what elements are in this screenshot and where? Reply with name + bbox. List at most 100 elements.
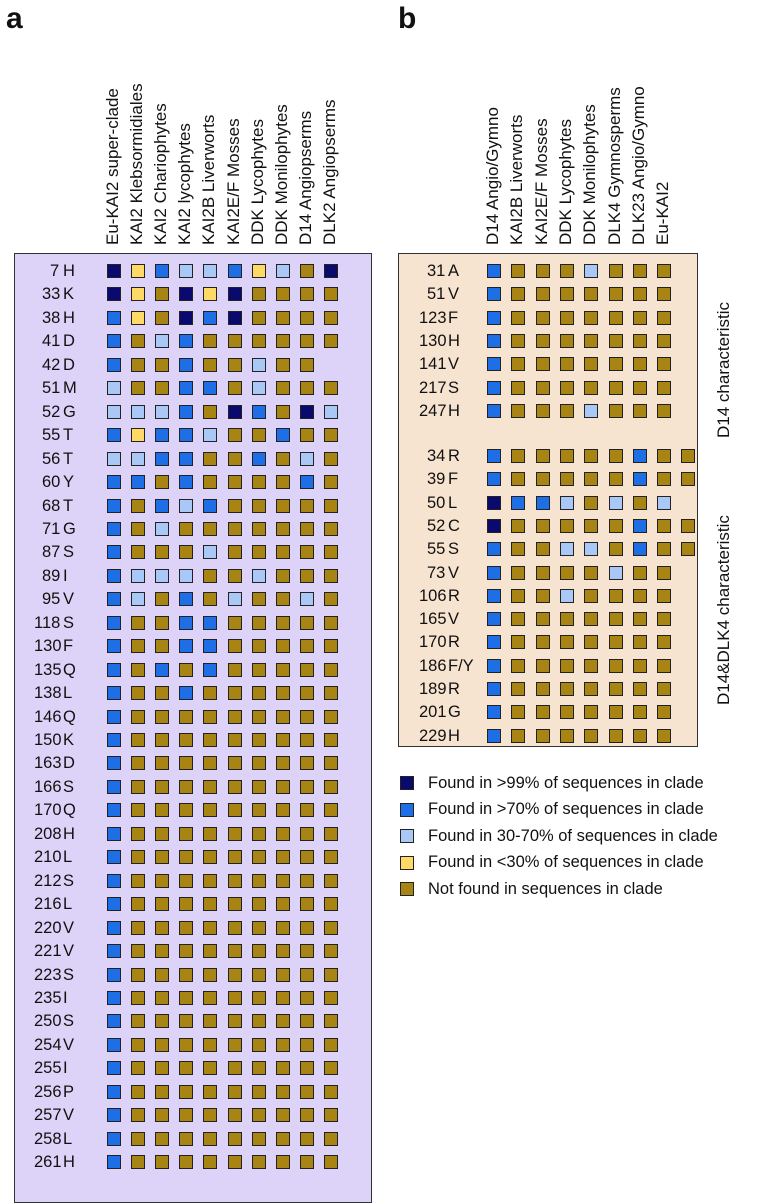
conservation-cell [251,920,266,935]
conservation-cell [179,686,194,701]
conservation-cell [323,756,338,771]
conservation-cell [323,967,338,982]
conservation-cell [584,728,599,743]
conservation-cell [275,475,290,490]
conservation-cell [299,287,314,302]
conservation-cell [275,1108,290,1123]
conservation-cell [251,568,266,583]
conservation-cell [227,1108,242,1123]
conservation-cell [559,728,574,743]
conservation-cell [251,310,266,325]
conservation-cell [299,381,314,396]
row-position: 170 [34,801,62,820]
column-header: D14 Angiopserms [295,110,315,245]
conservation-cell [155,568,170,583]
conservation-cell [179,990,194,1005]
conservation-cell [203,381,218,396]
conservation-cell [131,1061,146,1076]
conservation-cell [511,287,526,302]
conservation-cell [203,404,218,419]
conservation-cell [323,334,338,349]
conservation-cell [275,545,290,560]
conservation-cell [487,264,501,278]
conservation-cell [107,545,121,560]
conservation-cell [107,756,121,771]
conservation-cell [323,310,338,325]
conservation-cell [203,615,218,630]
conservation-cell [584,542,599,557]
conservation-cell [584,588,599,603]
row-position: 255 [34,1059,62,1078]
row-position: 51 [42,379,61,398]
conservation-cell [179,1061,194,1076]
conservation-cell [608,728,623,743]
conservation-cell [535,287,550,302]
conservation-cell [608,403,623,418]
conservation-cell [251,1084,266,1099]
conservation-cell [227,779,242,794]
conservation-cell [511,380,526,395]
conservation-cell [203,1037,218,1052]
conservation-cell [251,803,266,818]
conservation-cell [251,1131,266,1146]
conservation-cell [535,495,550,510]
conservation-cell [155,990,170,1005]
conservation-cell [323,803,338,818]
conservation-cell [203,475,218,490]
row-position: 138 [34,684,62,703]
conservation-cell [107,897,121,912]
conservation-cell [632,287,647,302]
conservation-cell [107,568,121,583]
column-header: KAI2B Liverworts [199,114,219,245]
conservation-cell [487,357,501,372]
conservation-cell [251,944,266,959]
conservation-cell [299,944,314,959]
row-position: 210 [34,848,62,867]
conservation-cell [227,1131,242,1146]
conservation-cell [275,779,290,794]
conservation-cell [179,545,194,560]
conservation-cell [299,475,314,490]
row-position: 163 [34,754,62,773]
conservation-cell [275,287,290,302]
conservation-cell [487,495,501,510]
row-residue: V [63,942,75,961]
conservation-cell [559,403,574,418]
conservation-cell [632,542,647,557]
conservation-cell [608,588,623,603]
conservation-cell [559,518,574,533]
conservation-cell [203,1014,218,1029]
row-residue: V [63,1035,75,1054]
conservation-cell [107,709,121,724]
conservation-cell [584,333,599,348]
conservation-cell [203,709,218,724]
conservation-cell [657,565,672,580]
conservation-cell [251,545,266,560]
conservation-cell [608,287,623,302]
conservation-cell [155,662,170,677]
conservation-cell [299,756,314,771]
conservation-cell [155,310,170,325]
conservation-cell [227,662,242,677]
conservation-cell [681,472,696,487]
conservation-cell [559,705,574,720]
conservation-cell [299,826,314,841]
conservation-cell [323,381,338,396]
conservation-cell [323,779,338,794]
conservation-cell [251,967,266,982]
conservation-cell [487,612,501,627]
conservation-cell [559,542,574,557]
conservation-cell [632,588,647,603]
conservation-cell [203,521,218,536]
conservation-cell [323,592,338,607]
conservation-cell [107,428,121,443]
conservation-cell [657,403,672,418]
conservation-cell [179,568,194,583]
conservation-cell [559,472,574,487]
row-residue: D [63,332,75,351]
conservation-cell [299,428,314,443]
column-header: DDK Lycophytes [555,119,575,245]
conservation-cell [107,1061,121,1076]
conservation-cell [203,873,218,888]
conservation-cell [323,475,338,490]
